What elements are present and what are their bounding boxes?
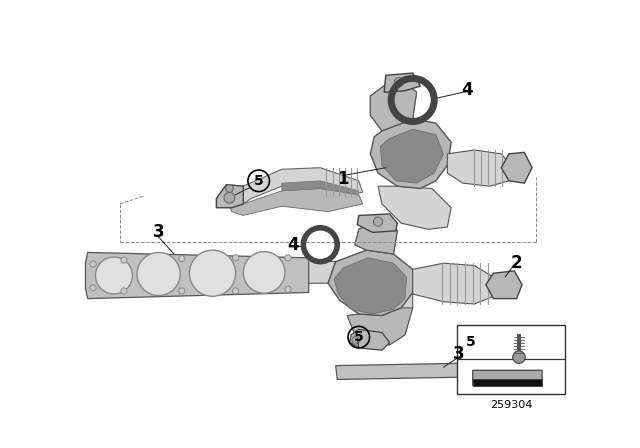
Polygon shape: [336, 362, 545, 379]
Circle shape: [179, 255, 185, 262]
Text: 259304: 259304: [490, 400, 532, 410]
Circle shape: [90, 261, 96, 267]
Circle shape: [285, 286, 291, 293]
Circle shape: [373, 217, 383, 226]
Polygon shape: [371, 83, 417, 131]
Polygon shape: [378, 186, 451, 229]
Text: 1: 1: [338, 169, 349, 188]
Polygon shape: [349, 329, 390, 350]
Text: 3: 3: [453, 345, 465, 363]
Circle shape: [224, 192, 235, 203]
Text: 5: 5: [467, 335, 476, 349]
Polygon shape: [380, 129, 444, 183]
Polygon shape: [227, 189, 363, 215]
Circle shape: [95, 257, 132, 294]
Polygon shape: [86, 252, 308, 299]
Polygon shape: [308, 260, 336, 283]
Circle shape: [232, 288, 239, 294]
Text: 3: 3: [153, 224, 164, 241]
Circle shape: [243, 252, 285, 293]
Polygon shape: [486, 271, 522, 299]
Polygon shape: [348, 293, 413, 345]
Polygon shape: [216, 185, 243, 208]
Polygon shape: [282, 181, 359, 195]
Circle shape: [225, 185, 234, 192]
Circle shape: [285, 255, 291, 261]
Polygon shape: [357, 214, 397, 233]
Polygon shape: [384, 73, 420, 92]
Circle shape: [90, 285, 96, 291]
Polygon shape: [355, 222, 397, 254]
Text: 5: 5: [354, 330, 364, 344]
Circle shape: [137, 252, 180, 296]
Text: 4: 4: [287, 236, 299, 254]
Circle shape: [121, 288, 127, 294]
Circle shape: [232, 255, 239, 261]
Text: 5: 5: [254, 174, 264, 188]
Polygon shape: [227, 168, 363, 204]
Circle shape: [121, 257, 127, 263]
Circle shape: [352, 336, 360, 344]
Text: 4: 4: [461, 81, 472, 99]
Polygon shape: [473, 370, 542, 386]
Circle shape: [179, 288, 185, 294]
Circle shape: [394, 78, 403, 87]
Polygon shape: [473, 379, 542, 386]
Bar: [458, 325, 565, 394]
Circle shape: [189, 250, 236, 296]
Polygon shape: [348, 308, 413, 345]
Polygon shape: [371, 119, 451, 189]
Polygon shape: [334, 258, 406, 314]
Polygon shape: [501, 152, 532, 183]
Text: 2: 2: [511, 254, 522, 272]
Polygon shape: [371, 83, 417, 131]
Circle shape: [513, 351, 525, 363]
Polygon shape: [328, 250, 413, 315]
Polygon shape: [413, 263, 496, 304]
Polygon shape: [447, 150, 513, 186]
Polygon shape: [355, 222, 397, 254]
